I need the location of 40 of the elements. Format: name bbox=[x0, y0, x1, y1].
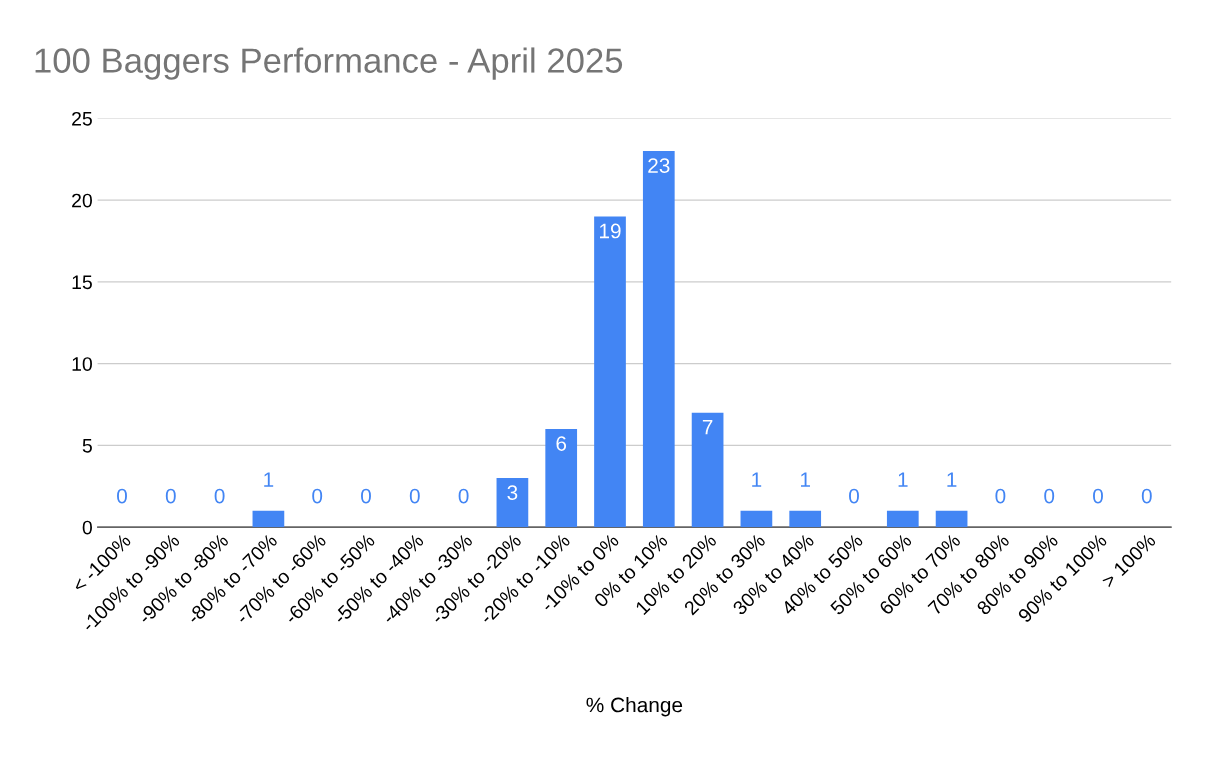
y-tick-label: 5 bbox=[82, 439, 92, 453]
bar bbox=[252, 510, 285, 528]
bar bbox=[740, 510, 773, 528]
y-tick-label: 25 bbox=[72, 111, 92, 126]
data-label: 0 bbox=[214, 488, 225, 504]
bar bbox=[496, 478, 529, 528]
data-label: 0 bbox=[117, 488, 127, 504]
bar bbox=[886, 510, 919, 528]
data-label: 1 bbox=[264, 472, 274, 487]
data-label: 1 bbox=[752, 472, 762, 487]
bar bbox=[642, 151, 675, 528]
data-label: 1 bbox=[947, 472, 957, 487]
data-label: 0 bbox=[409, 488, 420, 504]
data-label: 6 bbox=[556, 436, 567, 451]
y-tick-label: 10 bbox=[72, 357, 92, 371]
chart-title: 100 Baggers Performance - April 2025 bbox=[35, 47, 623, 80]
data-label: 0 bbox=[312, 488, 323, 504]
data-label: 1 bbox=[801, 472, 810, 487]
data-label: 0 bbox=[849, 488, 859, 504]
data-label: 3 bbox=[507, 485, 518, 500]
data-label: 0 bbox=[165, 488, 176, 504]
data-label: 0 bbox=[361, 488, 371, 504]
data-label: 0 bbox=[1044, 488, 1055, 504]
data-label: 23 bbox=[648, 158, 670, 173]
data-label: 7 bbox=[702, 420, 713, 435]
bar bbox=[789, 510, 822, 528]
data-label: 0 bbox=[1093, 488, 1103, 504]
data-label: 0 bbox=[995, 488, 1006, 504]
y-tick-label: 20 bbox=[72, 193, 92, 208]
bar bbox=[545, 429, 578, 528]
x-axis-title: % Change bbox=[586, 696, 683, 717]
bar bbox=[935, 510, 968, 528]
bar bbox=[691, 412, 724, 528]
y-tick-label: 15 bbox=[72, 275, 92, 290]
data-label: 1 bbox=[898, 472, 908, 487]
bar bbox=[594, 216, 626, 528]
data-label: 0 bbox=[1141, 488, 1152, 504]
data-label: 19 bbox=[600, 223, 621, 239]
data-label: 0 bbox=[458, 488, 469, 504]
y-tick-label: 0 bbox=[82, 520, 92, 535]
